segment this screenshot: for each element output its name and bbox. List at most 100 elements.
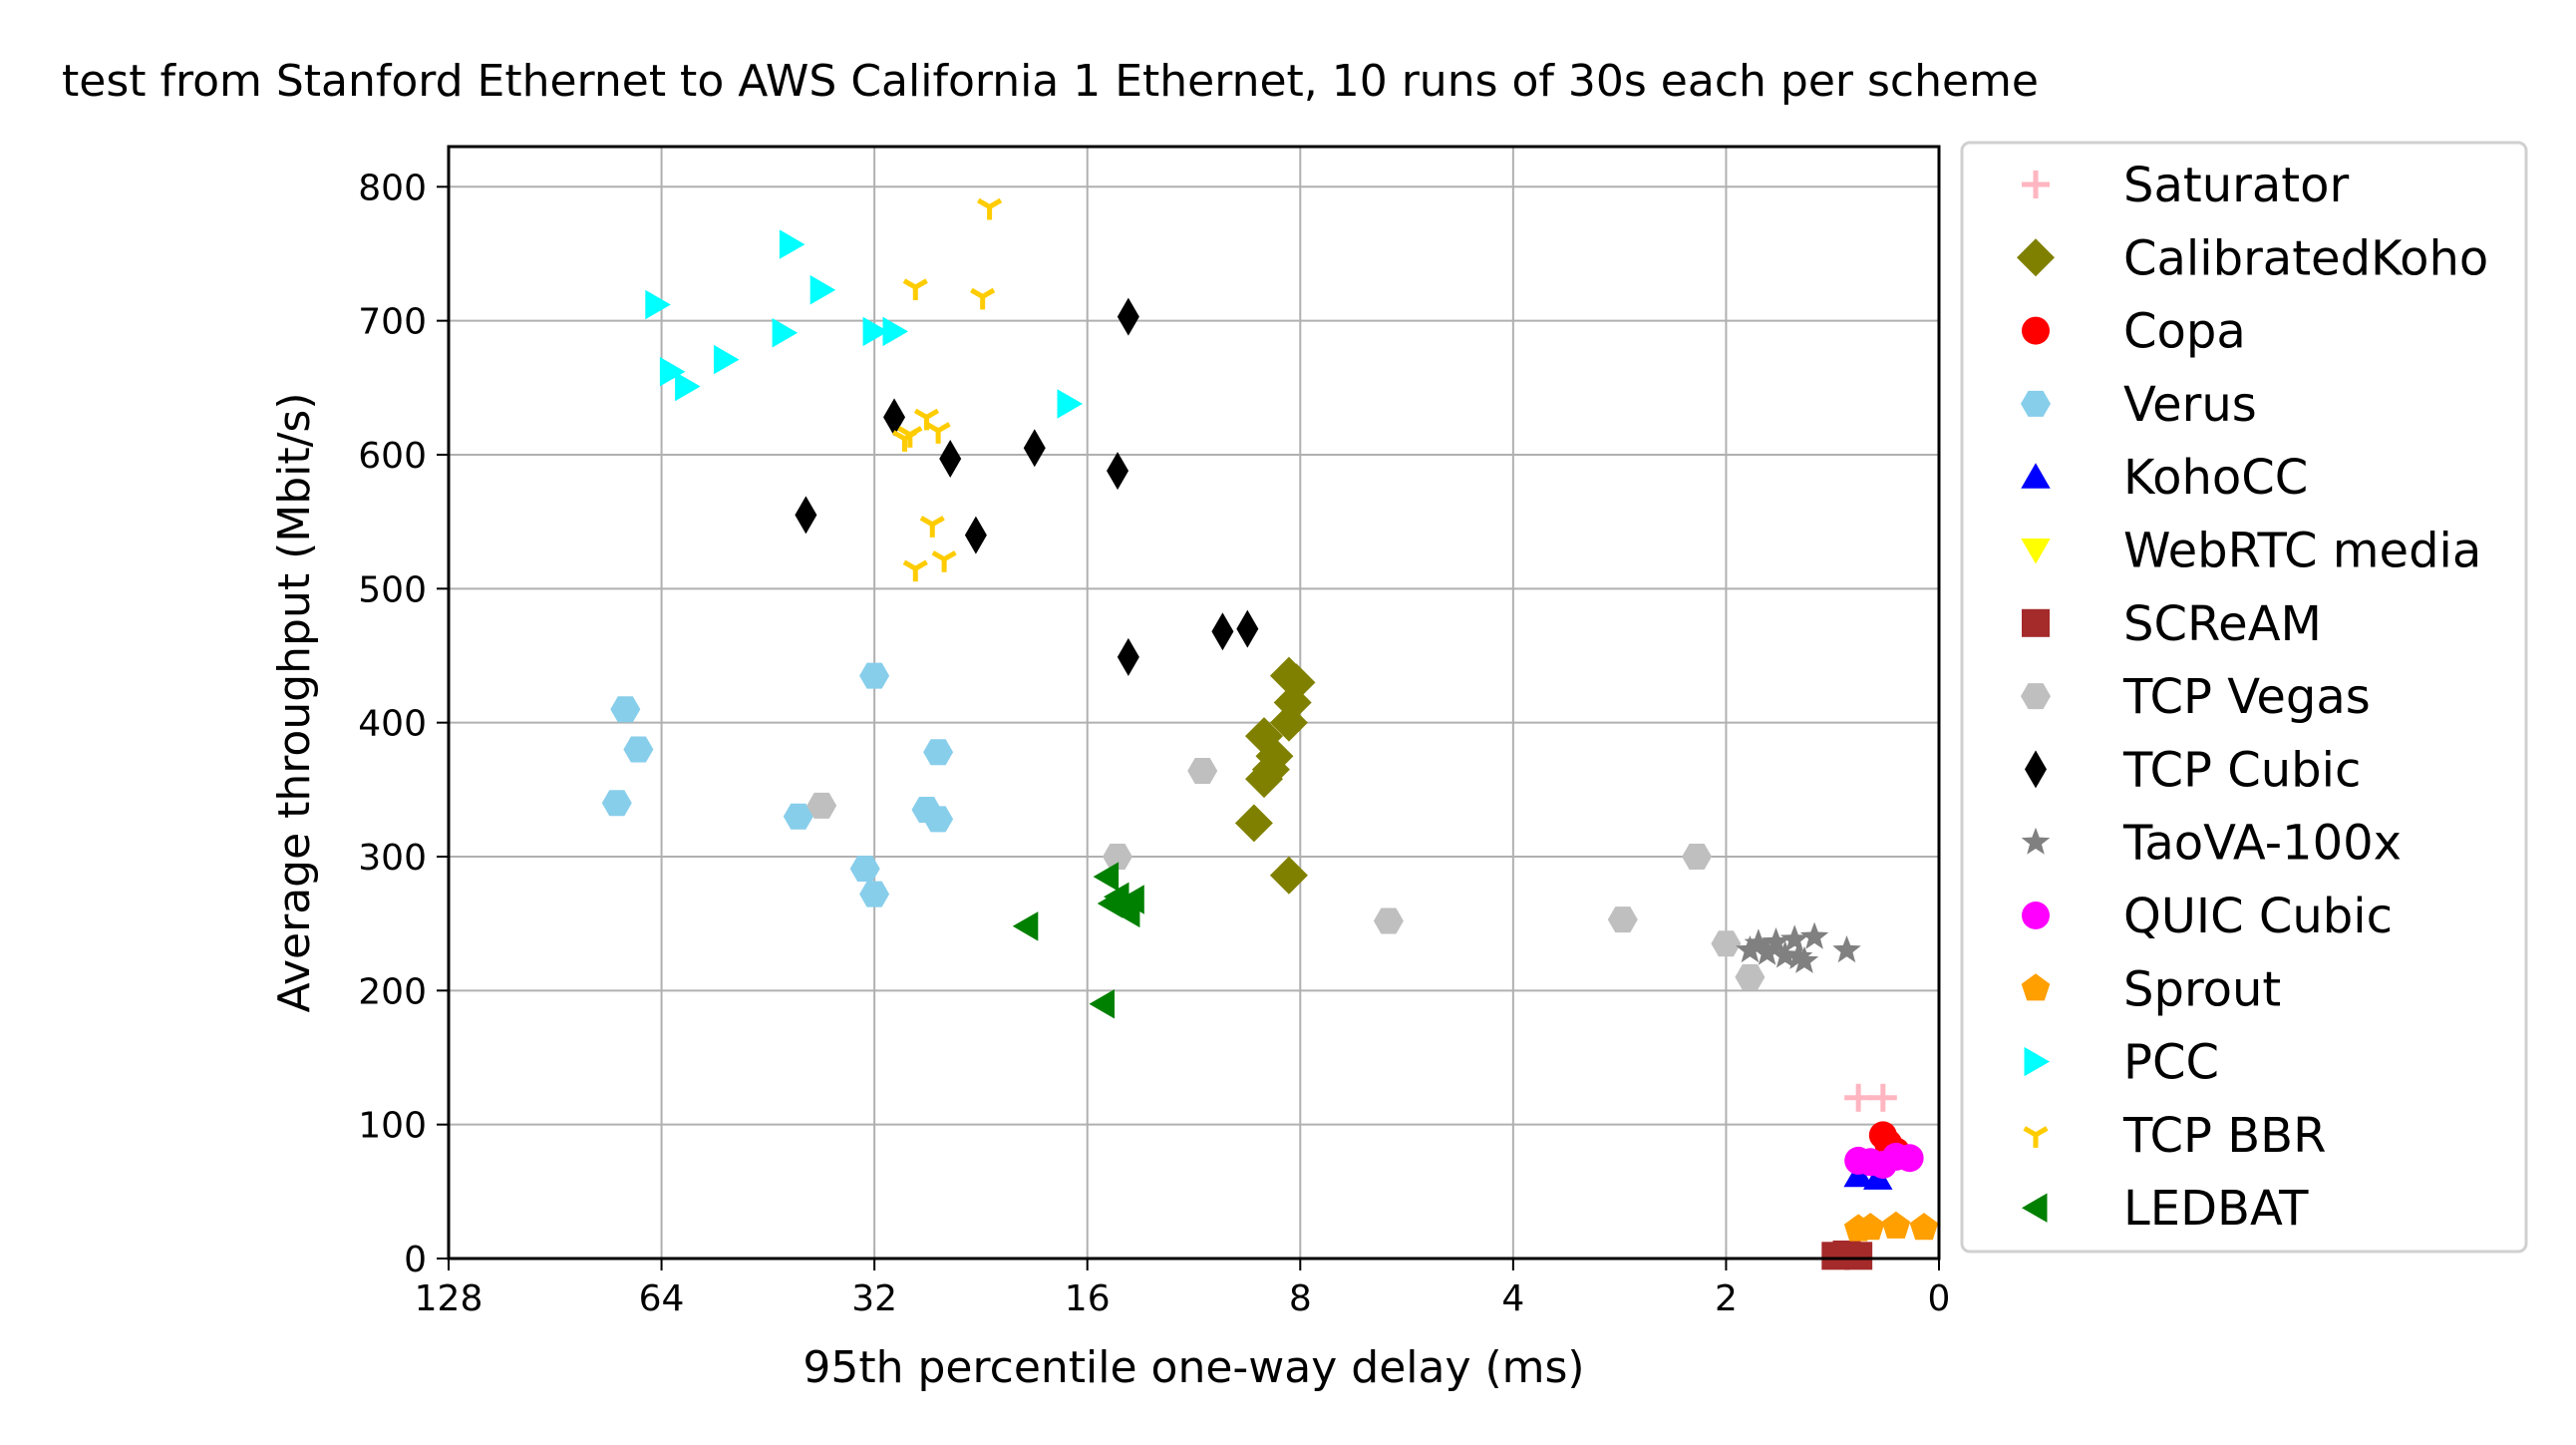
legend-item-kohocc: KohoCC — [2021, 450, 2308, 506]
legend-marker-calibratedkoho — [2017, 238, 2055, 277]
scream-point — [1832, 1240, 1861, 1268]
series-tcp-cubic — [795, 297, 1259, 676]
pcc-point — [882, 316, 908, 347]
tcp-vegas-point — [1735, 963, 1766, 990]
ledbat-point — [1114, 898, 1140, 928]
ledbat-point — [1012, 911, 1039, 941]
sprout-point — [1881, 1211, 1911, 1239]
tcp-bbr-point-arm — [914, 559, 928, 571]
tcp-bbr-point-arm — [981, 287, 996, 299]
y-axis-label: Average throughput (Mbit/s) — [269, 392, 320, 1012]
legend-marker-webrtc-media — [2021, 539, 2051, 564]
tcp-bbr-point-arm — [891, 430, 906, 442]
legend-item-taova-100x: TaoVA-100x — [2021, 816, 2402, 872]
tcp-bbr-point — [902, 559, 928, 582]
legend-label-scream: SCReAM — [2123, 596, 2322, 652]
tcp-cubic-point — [1023, 429, 1046, 468]
legend-label-ledbat: LEDBAT — [2123, 1181, 2309, 1237]
series-calibratedkoho — [1234, 656, 1316, 895]
tcp-bbr-point-arm — [970, 287, 984, 299]
x-tick-label: 128 — [415, 1278, 483, 1319]
legend-marker-taova-100x — [2021, 827, 2051, 855]
legend-item-verus: Verus — [2021, 377, 2257, 433]
legend-item-quic-cubic: QUIC Cubic — [2022, 889, 2393, 944]
legend-label-tcp-cubic: TCP Cubic — [2122, 742, 2361, 798]
legend-marker-ledbat — [2022, 1193, 2048, 1223]
tcp-bbr-point — [902, 278, 928, 301]
legend-item-ledbat: LEDBAT — [2022, 1181, 2309, 1237]
tcp-bbr-point-arm — [931, 516, 945, 527]
quic-cubic-point — [1844, 1146, 1873, 1175]
tcp-bbr-point-arm — [913, 408, 928, 420]
verus-point — [923, 806, 954, 833]
tcp-bbr-point-arm — [988, 197, 1003, 209]
pcc-point — [645, 289, 671, 320]
legend-item-scream: SCReAM — [2022, 596, 2322, 652]
tcp-bbr-point-arm — [902, 559, 917, 571]
saturator-point — [1844, 1083, 1873, 1112]
legend-marker-saturator — [2022, 171, 2050, 198]
tcp-bbr-point-arm — [897, 426, 912, 437]
legend-item-tcp-bbr: TCP BBR — [2023, 1108, 2326, 1164]
legend-item-copa: Copa — [2022, 304, 2246, 360]
legend-item-tcp-cubic: TCP Cubic — [2025, 742, 2361, 798]
tcp-cubic-point — [1236, 609, 1259, 648]
pcc-point — [714, 344, 740, 375]
verus-point — [601, 790, 632, 817]
legend-label-calibratedkoho: CalibratedKoho — [2123, 230, 2488, 286]
sprout-point — [1909, 1213, 1939, 1241]
tcp-bbr-point-arm — [908, 426, 923, 437]
tcp-bbr-point-arm — [942, 550, 957, 561]
x-tick-label: 0 — [1928, 1278, 1951, 1319]
legend-label-tcp-bbr: TCP BBR — [2122, 1108, 2326, 1164]
tcp-bbr-point-arm — [914, 278, 928, 290]
legend-item-calibratedkoho: CalibratedKoho — [2017, 230, 2488, 286]
x-tick-label: 32 — [851, 1278, 897, 1319]
tcp-cubic-point — [795, 496, 817, 535]
legend-label-copa: Copa — [2123, 304, 2246, 360]
legend-item-tcp-vegas: TCP Vegas — [2021, 669, 2371, 725]
tcp-bbr-point — [977, 197, 1003, 220]
legend-marker-copa — [2022, 316, 2050, 345]
tcp-bbr-point-arm — [931, 550, 946, 561]
tcp-bbr-point — [913, 408, 940, 431]
series-verus — [601, 662, 954, 907]
tcp-cubic-point — [1117, 297, 1139, 336]
legend-marker-kohocc — [2021, 463, 2051, 489]
quic-cubic-point — [1895, 1144, 1924, 1173]
legend-marker-tcp-cubic — [2025, 750, 2047, 789]
legend-marker-verus — [2021, 390, 2051, 417]
series-taova-100x — [1736, 921, 1861, 973]
legend-item-pcc: PCC — [2024, 1035, 2219, 1091]
plot-area-frame — [447, 145, 1941, 1261]
x-axis-label: 95th percentile one-way delay (ms) — [803, 1342, 1584, 1393]
tcp-bbr-point — [919, 516, 945, 538]
verus-point — [783, 803, 813, 830]
legend: Saturator CalibratedKoho Copa Verus KohoCC We… — [1960, 141, 2528, 1254]
taova-100x-point — [1744, 928, 1773, 956]
pcc-point — [862, 316, 889, 347]
taova-100x-point — [1736, 935, 1765, 963]
legend-marker-tcp-bbr — [2023, 1126, 2049, 1148]
pcc-point — [675, 371, 701, 402]
verus-point — [923, 739, 954, 766]
pcc-point — [1057, 389, 1083, 419]
ledbat-point — [1089, 989, 1115, 1019]
legend-label-quic-cubic: QUIC Cubic — [2123, 889, 2393, 944]
tcp-vegas-point — [1187, 758, 1218, 784]
ledbat-point — [1097, 889, 1124, 918]
series-tcp-bbr — [891, 197, 1003, 582]
legend-marker-tcp-vegas — [2021, 683, 2051, 710]
data-points — [601, 197, 1939, 1270]
y-tick-label: 500 — [358, 569, 427, 610]
series-tcp-vegas — [806, 758, 1766, 990]
tcp-vegas-point — [1103, 844, 1132, 870]
y-tick-label: 400 — [358, 704, 427, 745]
verus-point — [859, 662, 890, 689]
y-tick-label: 300 — [358, 838, 427, 879]
legend-item-saturator: Saturator — [2022, 158, 2349, 213]
pcc-point — [659, 357, 686, 387]
legend-label-webrtc-media: WebRTC media — [2123, 524, 2481, 579]
